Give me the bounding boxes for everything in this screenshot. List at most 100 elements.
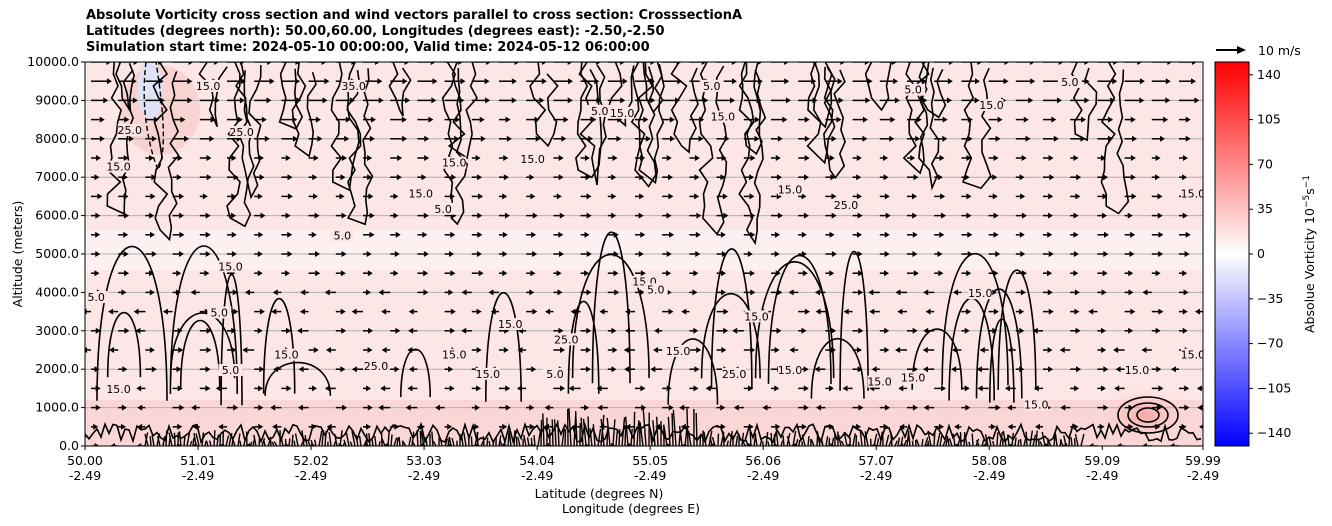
wind-vector-head xyxy=(895,289,901,296)
contour-line xyxy=(542,413,545,446)
contour-line xyxy=(1032,434,1037,446)
wind-vector-head xyxy=(135,327,141,334)
contour-line xyxy=(624,427,627,446)
contour-line xyxy=(678,425,683,446)
wind-vector-head xyxy=(952,289,958,296)
wind-vector-head xyxy=(449,385,455,392)
wind-vector-head xyxy=(1184,404,1190,411)
wind-vector-head xyxy=(1182,174,1188,181)
wind-vector-head xyxy=(214,62,220,65)
wind-vector-head xyxy=(940,193,946,200)
wind-vector-head xyxy=(1156,404,1162,411)
wind-vector-head xyxy=(366,289,372,296)
wind-vector-head xyxy=(720,423,726,430)
contour-line xyxy=(567,300,600,394)
wind-vector-head xyxy=(838,97,844,104)
contour-line xyxy=(745,439,749,446)
contour-line xyxy=(642,62,664,114)
contour-line xyxy=(301,430,305,446)
contour-label-bg xyxy=(498,317,523,330)
colorbar-tick-label: 140 xyxy=(1257,67,1281,82)
contour-label: 5.0 xyxy=(591,105,609,118)
wind-vector-head xyxy=(916,116,922,123)
wind-vector-head xyxy=(1021,270,1027,277)
contour-label-bg xyxy=(699,79,724,92)
wind-vector-head xyxy=(340,308,346,315)
contour-line xyxy=(857,441,860,446)
wind-vector-head xyxy=(285,270,291,277)
contour-line xyxy=(876,438,880,446)
wind-vector-head xyxy=(541,62,547,65)
contour-line xyxy=(444,438,449,446)
contour-line xyxy=(981,439,985,446)
wind-vector-head xyxy=(666,251,672,257)
wind-vector-head xyxy=(1128,404,1134,411)
wind-vector-head xyxy=(378,97,384,104)
contour-line xyxy=(888,440,892,446)
wind-vector-head xyxy=(396,174,402,181)
wind-vector-head xyxy=(261,116,267,123)
contour-line xyxy=(143,62,165,172)
wind-vector-head xyxy=(857,366,863,373)
contour-label: 15.0 xyxy=(901,372,926,385)
wind-vector-head xyxy=(585,366,591,373)
wind-vector-head xyxy=(1184,251,1190,257)
wind-vector-head xyxy=(1019,308,1025,315)
wind-vector-head xyxy=(611,193,617,200)
wind-vector-head xyxy=(1048,193,1054,200)
wind-vector-head xyxy=(782,116,788,123)
contour-label: 15.0 xyxy=(968,287,993,300)
contour-label-bg xyxy=(1057,76,1082,89)
wind-vector-head xyxy=(476,347,482,353)
wind-vector-head xyxy=(596,62,602,65)
wind-vector-head xyxy=(162,308,168,315)
wind-vector-head xyxy=(422,231,428,238)
wind-key-label: 10 m/s xyxy=(1258,43,1301,58)
wind-vector-head xyxy=(585,174,591,181)
wind-vector-head xyxy=(1182,308,1188,315)
contour-line xyxy=(208,440,212,446)
wind-vector-head xyxy=(556,193,562,200)
wind-vector-head xyxy=(149,270,155,277)
wind-vector-head xyxy=(588,135,594,142)
wind-vector-head xyxy=(397,155,403,161)
contour-line xyxy=(589,428,593,446)
colorbar-tick-label: −105 xyxy=(1257,380,1291,395)
y-axis-ticks: 0.0 1000.0 2000.0 3000.0 4000.0 5000.0 6000.0 7… xyxy=(27,54,85,453)
contour-line xyxy=(655,416,659,446)
contour-label: 5.0 xyxy=(222,364,240,377)
contour-label: 15.0 xyxy=(979,99,1004,112)
wind-vector-head xyxy=(856,231,862,238)
wind-vector-head xyxy=(394,251,400,257)
wind-vector-head xyxy=(747,251,753,257)
wind-vector-head xyxy=(423,251,429,257)
wind-vector-head xyxy=(842,385,848,392)
wind-vector-head xyxy=(731,78,737,85)
wind-vector-head xyxy=(450,231,456,238)
wind-vector-head xyxy=(505,116,511,123)
wind-vector-head xyxy=(1194,308,1200,315)
contour-line xyxy=(911,440,914,446)
wind-vector-head xyxy=(1007,443,1013,446)
wind-vector-head xyxy=(612,155,618,161)
wind-vector-head xyxy=(232,289,238,296)
wind-vector-head xyxy=(381,347,387,353)
wind-vector-head xyxy=(150,193,156,200)
wind-vector-head xyxy=(311,231,317,238)
contour-line xyxy=(600,418,605,446)
wind-vector-head xyxy=(979,347,985,353)
contour-line xyxy=(933,430,936,446)
contour-line xyxy=(810,338,865,399)
contour-line xyxy=(488,440,491,446)
wind-vector-head xyxy=(721,289,727,296)
x-tick-label-lat: 59.09 xyxy=(1084,453,1120,468)
contour-line xyxy=(1059,439,1064,446)
wind-vector-head xyxy=(95,212,101,219)
wind-vector-head xyxy=(259,366,265,373)
wind-vector-head xyxy=(801,193,807,200)
wind-vector-head xyxy=(502,270,508,277)
wind-vector-head xyxy=(407,347,413,353)
wind-vector-head xyxy=(1139,78,1145,85)
wind-vector-head xyxy=(625,423,631,430)
wind-vector-head xyxy=(750,212,756,219)
